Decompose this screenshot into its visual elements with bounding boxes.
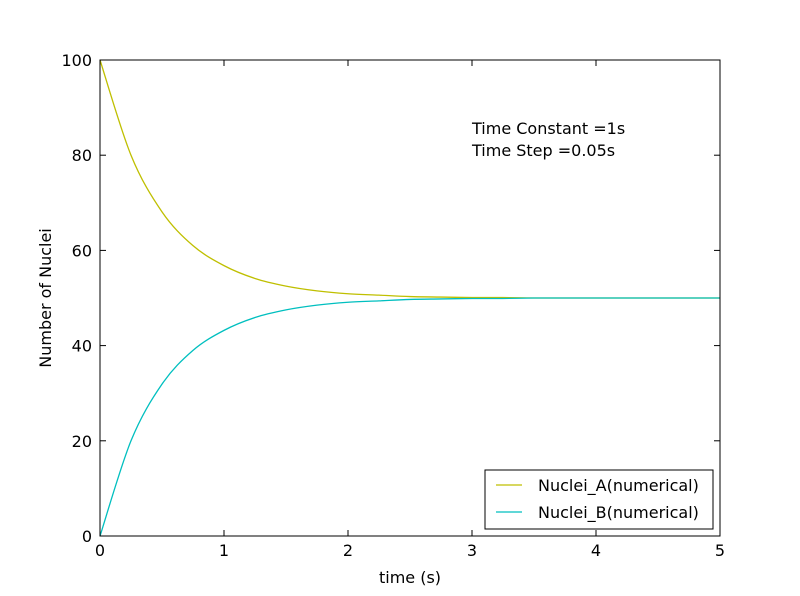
annotation-time-constant: Time Constant =1s [471,119,625,138]
plot-frame [99,59,721,537]
legend: Nuclei_A(numerical) Nuclei_B(numerical) [484,469,714,530]
legend-label-b: Nuclei_B(numerical) [538,503,699,523]
x-tick-label: 4 [591,541,601,560]
y-tick-label: 100 [61,51,92,70]
legend-label-a: Nuclei_A(numerical) [538,476,699,496]
y-axis-label: Number of Nuclei [36,228,55,368]
legend-box [484,469,714,530]
y-tick-label: 0 [82,527,92,546]
y-tick-label: 80 [72,146,92,165]
x-axis-label: time (s) [379,568,441,587]
x-tick-label: 0 [95,541,105,560]
x-tick-label: 3 [467,541,477,560]
series-line-nuclei-b [99,297,720,537]
x-tick-label: 2 [343,541,353,560]
y-tick-label: 60 [72,241,92,260]
x-tick-label: 1 [219,541,229,560]
y-tick-label: 20 [72,432,92,451]
series-line-nuclei-a [99,59,720,299]
y-tick-label: 40 [72,337,92,356]
annotation-time-step: Time Step =0.05s [471,141,615,160]
x-tick-label: 5 [715,541,725,560]
series-layer [99,59,720,537]
